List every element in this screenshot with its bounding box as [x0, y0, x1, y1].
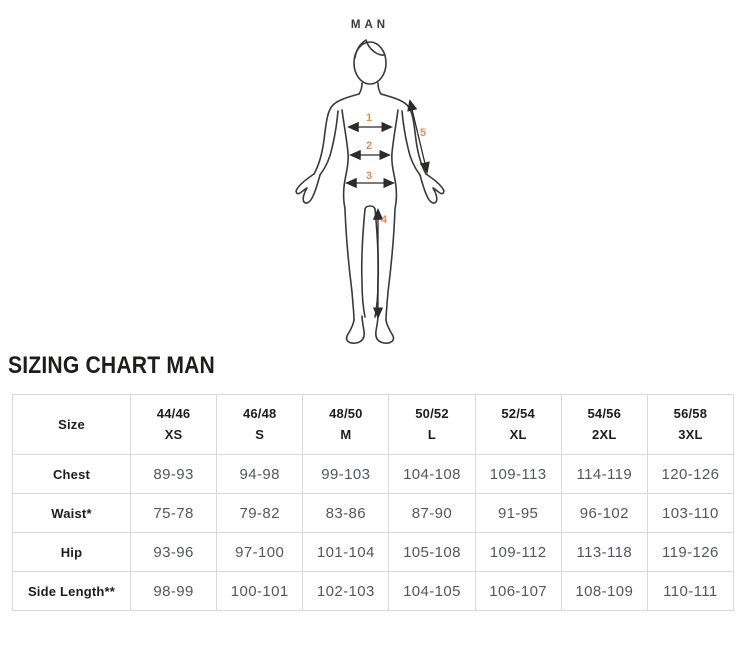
table-cell: 100-101 — [216, 571, 304, 611]
table-cell: 103-110 — [646, 493, 735, 533]
measurement-numbers: 1 2 3 4 5 — [366, 112, 426, 226]
measure-label-5: 5 — [420, 127, 426, 139]
size-intl: XL — [509, 426, 527, 442]
man-figure-illustration: MAN — [295, 19, 445, 344]
table-cell: 104-108 — [388, 454, 476, 494]
measurement-arrows — [345, 99, 430, 319]
table-row-waist: Waist* 75-78 79-82 83-86 87-90 91-95 96-… — [12, 493, 735, 533]
size-eu: 54/56 — [587, 406, 622, 422]
page-title: SIZING CHART MAN — [8, 352, 215, 379]
size-eu: 48/50 — [329, 406, 363, 422]
table-cell: 83-86 — [302, 493, 390, 533]
table-cell: 98-99 — [129, 571, 218, 611]
row-label: Hip — [12, 532, 131, 572]
table-cell: 101-104 — [302, 532, 390, 572]
table-row-side-length: Side Length** 98-99 100-101 102-103 104-… — [12, 571, 735, 611]
arm-length-arrow — [407, 99, 430, 174]
header-col-xs: 44/46 XS — [129, 394, 218, 455]
table-cell: 105-108 — [388, 532, 476, 572]
table-cell: 110-111 — [646, 571, 735, 611]
header-col-xl: 52/54 XL — [474, 394, 562, 455]
measure-label-4: 4 — [381, 214, 388, 226]
table-cell: 75-78 — [129, 493, 218, 533]
size-intl: M — [340, 426, 352, 442]
table-row-chest: Chest 89-93 94-98 99-103 104-108 109-113… — [12, 454, 735, 494]
header-size: Size — [12, 394, 131, 455]
table-cell: 99-103 — [302, 454, 390, 494]
size-intl: XS — [164, 426, 183, 442]
row-label: Waist* — [12, 493, 131, 533]
man-body-outline — [295, 39, 445, 344]
table-cell: 119-126 — [646, 532, 735, 572]
table-cell: 113-118 — [560, 532, 648, 572]
table-cell: 120-126 — [646, 454, 735, 494]
header-col-m: 48/50 M — [302, 394, 390, 455]
size-eu: 56/58 — [673, 406, 708, 422]
table-cell: 109-113 — [474, 454, 562, 494]
figure-title: MAN — [351, 19, 389, 31]
size-eu: 50/52 — [415, 406, 449, 422]
table-row-hip: Hip 93-96 97-100 101-104 105-108 109-112… — [12, 532, 735, 572]
table-cell: 114-119 — [560, 454, 648, 494]
row-label: Chest — [12, 454, 131, 494]
row-label: Side Length** — [12, 571, 131, 611]
size-eu: 52/54 — [501, 406, 535, 422]
size-intl: 2XL — [592, 426, 617, 442]
table-header-row: Size 44/46 XS 46/48 S 48/50 M 50/52 L 52… — [12, 394, 735, 455]
header-col-s: 46/48 S — [216, 394, 304, 455]
size-intl: S — [255, 426, 265, 442]
header-col-2xl: 54/56 2XL — [560, 394, 648, 455]
table-cell: 91-95 — [474, 493, 562, 533]
table-cell: 102-103 — [302, 571, 390, 611]
table-cell: 93-96 — [129, 532, 218, 572]
measure-label-3: 3 — [366, 170, 372, 182]
size-eu: 46/48 — [242, 406, 277, 422]
measure-label-1: 1 — [366, 112, 372, 124]
header-col-3xl: 56/58 3XL — [646, 394, 735, 455]
table-cell: 89-93 — [129, 454, 218, 494]
table-cell: 79-82 — [216, 493, 304, 533]
size-intl: 3XL — [678, 426, 703, 442]
table-cell: 108-109 — [560, 571, 648, 611]
measure-label-2: 2 — [366, 140, 372, 152]
table-cell: 97-100 — [216, 532, 304, 572]
table-cell: 96-102 — [560, 493, 648, 533]
size-eu: 44/46 — [156, 406, 191, 422]
sizing-table: Size 44/46 XS 46/48 S 48/50 M 50/52 L 52… — [12, 394, 735, 611]
size-intl: L — [427, 426, 437, 442]
table-cell: 104-105 — [388, 571, 476, 611]
header-col-l: 50/52 L — [388, 394, 476, 455]
table-cell: 87-90 — [388, 493, 476, 533]
table-cell: 109-112 — [474, 532, 562, 572]
table-cell: 106-107 — [474, 571, 562, 611]
man-measurement-diagram: MAN — [295, 19, 445, 344]
table-cell: 94-98 — [216, 454, 304, 494]
